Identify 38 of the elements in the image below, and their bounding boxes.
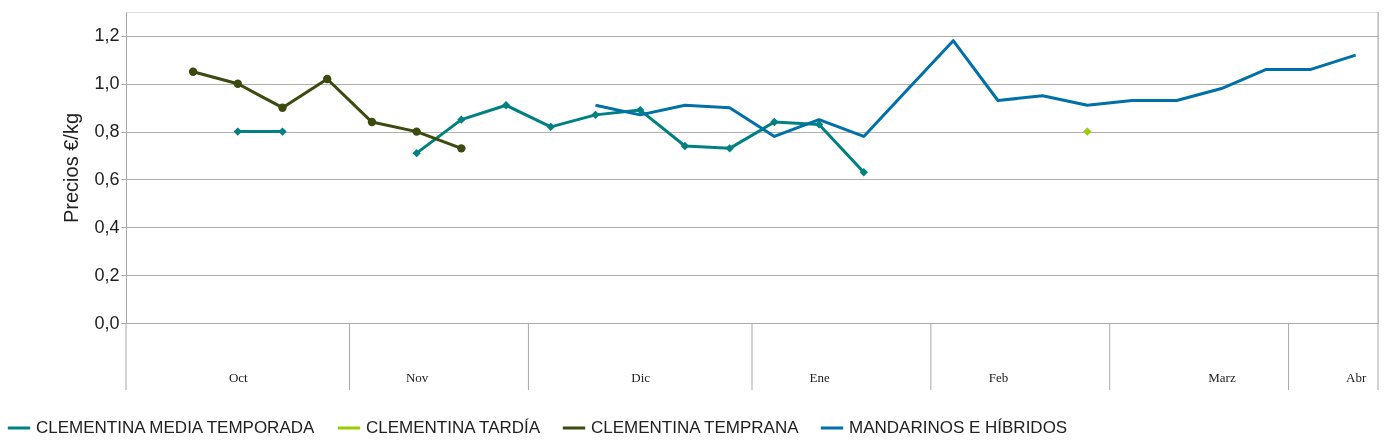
legend-label: CLEMENTINA MEDIA TEMPORADA — [36, 418, 316, 437]
point — [367, 117, 377, 127]
y-tick-label: 1,0 — [94, 73, 120, 94]
y-axis-title: Precios €/kg — [60, 112, 83, 224]
point — [412, 148, 421, 158]
point — [546, 122, 555, 132]
point — [814, 120, 824, 129]
point — [636, 105, 645, 115]
line-series — [594, 39, 1358, 138]
x-tick-label: Abr — [1346, 369, 1367, 385]
point — [457, 144, 466, 153]
point — [725, 144, 734, 153]
point — [591, 110, 600, 120]
x-tick-label: Feb — [988, 369, 1009, 385]
y-tick-label: 0,6 — [94, 168, 120, 189]
point — [412, 127, 421, 136]
point — [233, 79, 242, 88]
y-tick-label: 0,8 — [94, 121, 120, 142]
y-tick-label: 0,0 — [94, 312, 120, 333]
legend-label: CLEMENTINA TARDÍA — [366, 418, 541, 437]
legend-label: CLEMENTINA TEMPRANA — [591, 418, 800, 437]
point — [233, 127, 242, 136]
x-tick-label: Marz — [1208, 369, 1236, 385]
point — [457, 115, 466, 124]
x-tick-label: Dic — [631, 369, 651, 385]
point — [323, 74, 332, 84]
point — [278, 103, 287, 112]
legend-label: MANDARINOS E HÍBRIDOS — [849, 418, 1068, 437]
point — [859, 168, 868, 177]
y-tick-label: 0,2 — [94, 264, 120, 285]
x-tick-label: Nov — [405, 369, 429, 385]
y-tick-label: 1,2 — [94, 25, 120, 46]
y-tick-label: 0,4 — [94, 216, 120, 237]
point — [501, 101, 511, 110]
point — [188, 67, 198, 76]
x-tick-label: Oct — [228, 369, 249, 385]
point — [770, 117, 779, 127]
x-tick-label: Ene — [809, 369, 830, 385]
